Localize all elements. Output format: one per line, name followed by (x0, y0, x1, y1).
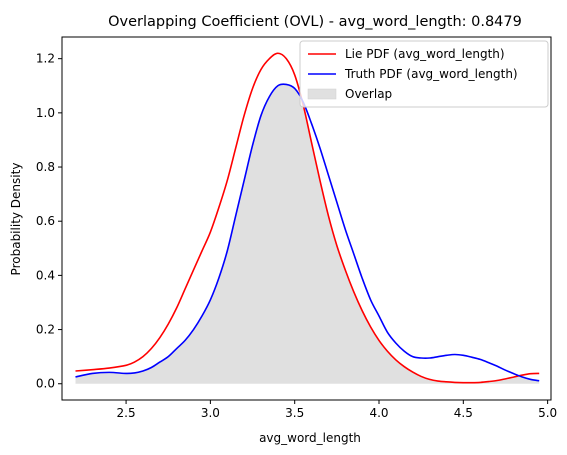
x-tick-label: 3.5 (285, 406, 304, 420)
overlap-area (75, 84, 540, 384)
x-tick-label: 2.5 (117, 406, 136, 420)
y-axis-title: Probability Density (9, 163, 23, 276)
x-axis-title: avg_word_length (259, 431, 361, 445)
legend-entry-overlap-label: Overlap (345, 87, 392, 101)
x-tick-label: 4.0 (369, 406, 388, 420)
y-tick-label: 1.0 (36, 106, 55, 120)
legend-entry-truth-label: Truth PDF (avg_word_length) (344, 67, 518, 81)
y-tick-label: 0.4 (36, 268, 55, 282)
y-tick-label: 0.8 (36, 160, 55, 174)
series-line-truth (75, 83, 540, 382)
y-tick-label: 1.2 (36, 52, 55, 66)
legend: Lie PDF (avg_word_length) Truth PDF (avg_… (299, 40, 549, 108)
x-tick-label: 3.0 (201, 406, 220, 420)
y-tick-label: 0.6 (36, 214, 55, 228)
plot-frame (61, 36, 552, 401)
series-line-lie (75, 52, 540, 384)
legend-entry-lie-label: Lie PDF (avg_word_length) (345, 47, 505, 61)
legend-box (299, 40, 549, 108)
legend-entry-overlap-swatch (307, 88, 337, 100)
plot-area: 2.5 3.0 3.5 4.0 4.5 5.0 0.0 0.2 0.4 0.6 0.8 1.0 1.2 (36, 36, 557, 420)
x-tick-label: 5.0 (538, 406, 557, 420)
y-tick-label: 0.2 (36, 323, 55, 337)
chart-title: Overlapping Coefficient (OVL) - avg_word… (108, 14, 522, 30)
x-tick-label: 4.5 (454, 406, 473, 420)
y-tick-label: 0.0 (36, 377, 55, 391)
